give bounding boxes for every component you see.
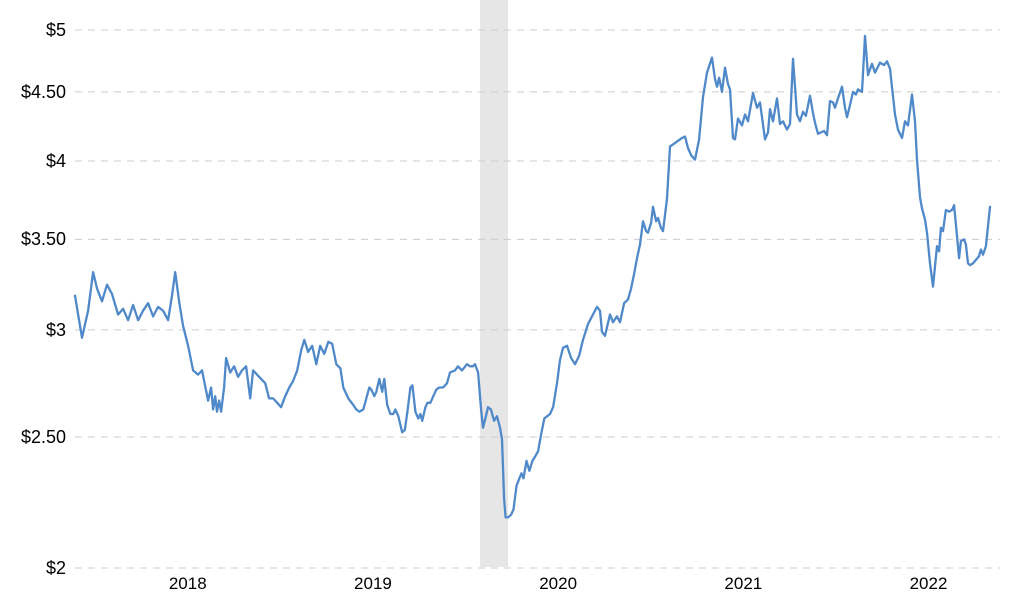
x-axis-label: 2019 (354, 574, 392, 593)
y-axis-label: $2.50 (20, 426, 66, 447)
y-axis-label: $3 (45, 319, 66, 340)
price-line (73, 34, 992, 519)
y-axis-label: $5 (45, 20, 66, 40)
x-axis-label: 2022 (909, 574, 948, 593)
gridlines (75, 29, 1000, 569)
x-axis-label: 2020 (539, 574, 578, 593)
y-axis-label: $2 (45, 558, 66, 578)
x-axis-label: 2018 (168, 574, 207, 593)
x-axis-label: 2021 (724, 574, 763, 593)
y-axis-label: $4 (45, 151, 66, 172)
y-axis-label: $4.50 (20, 81, 66, 102)
y-axis-label: $3.50 (20, 229, 66, 250)
